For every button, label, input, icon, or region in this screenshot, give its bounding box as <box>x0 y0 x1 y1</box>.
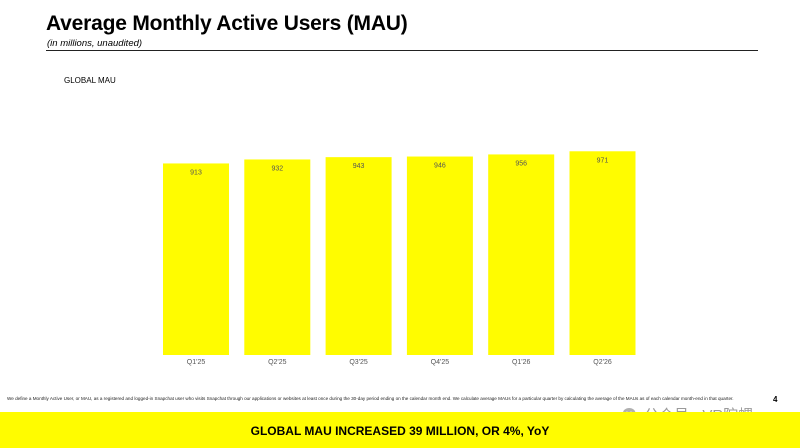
category-label: Q2'25 <box>268 359 287 366</box>
bar-Q2'25 <box>244 159 311 355</box>
category-label: Q1'26 <box>512 359 531 366</box>
page-title: Average Monthly Active Users (MAU) <box>46 12 408 35</box>
bar-Q4'25 <box>406 156 473 355</box>
value-label: 913 <box>190 169 202 176</box>
title-divider <box>46 50 758 51</box>
summary-banner: GLOBAL MAU INCREASED 39 MILLION, OR 4%, … <box>0 412 800 448</box>
chart-title: GLOBAL MAU <box>64 76 116 85</box>
value-label: 932 <box>271 165 283 172</box>
bar-Q2'26 <box>569 151 636 355</box>
footnote: We define a Monthly Active User, or MAU,… <box>7 396 734 401</box>
category-label: Q3'25 <box>349 359 368 366</box>
page-number: 4 <box>773 395 778 404</box>
mau-bar-chart: 913 Q1'25 932 Q2'25 943 Q3'25 946 Q4'25 956 Q1'26… <box>163 151 636 366</box>
value-label: 943 <box>353 163 365 170</box>
page-subtitle: (in millions, unaudited) <box>47 38 143 49</box>
bar-Q1'25 <box>163 163 229 355</box>
bar-Q3'25 <box>325 157 392 355</box>
category-label: Q1'25 <box>187 359 206 366</box>
bar-Q1'26 <box>488 154 555 355</box>
value-label: 971 <box>597 157 609 164</box>
value-label: 946 <box>434 163 446 170</box>
banner-text: GLOBAL MAU INCREASED 39 MILLION, OR 4%, … <box>250 424 550 438</box>
value-label: 956 <box>515 160 527 167</box>
category-label: Q4'25 <box>431 359 450 366</box>
category-label: Q2'26 <box>593 359 612 366</box>
